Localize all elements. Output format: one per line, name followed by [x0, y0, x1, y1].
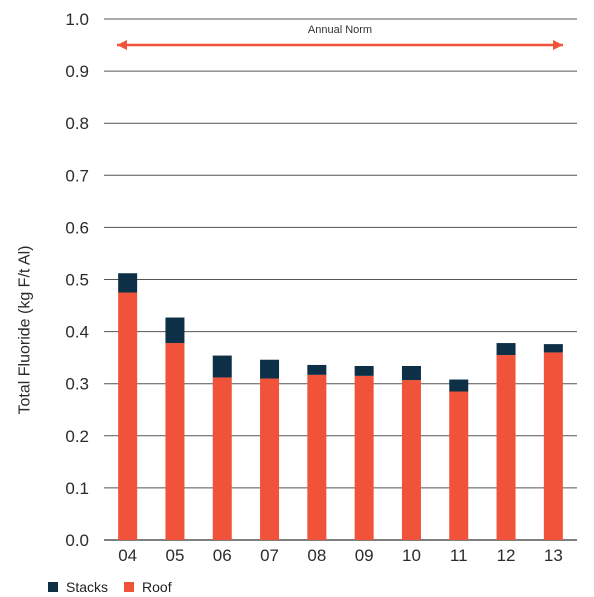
- bar-stacks: [449, 379, 469, 392]
- x-tick-label: 11: [450, 546, 468, 565]
- x-tick-label: 04: [118, 546, 137, 565]
- y-tick-label: 0.7: [65, 166, 89, 185]
- y-tick-label: 0.8: [65, 114, 89, 133]
- bar-stacks: [307, 364, 327, 375]
- x-tick-label: 09: [355, 546, 374, 565]
- bar-roof: [260, 378, 280, 540]
- bar-stacks: [165, 317, 185, 344]
- bar-stacks: [260, 359, 280, 379]
- y-tick-label: 1.0: [65, 10, 89, 29]
- legend-swatch-stacks: [48, 582, 58, 592]
- bar-stacks: [543, 344, 563, 353]
- bar-stacks: [212, 355, 232, 378]
- y-tick-label: 0.9: [65, 62, 89, 81]
- y-tick-label: 0.6: [65, 218, 89, 237]
- y-tick-label: 0.2: [65, 427, 89, 446]
- legend-item-stacks: Stacks: [48, 579, 108, 595]
- y-axis-label: Total Fluoride (kg F/t Al): [0, 120, 50, 540]
- bar-roof: [118, 292, 138, 540]
- bar-roof: [401, 380, 421, 540]
- bar-roof: [496, 355, 516, 540]
- y-axis-label-text: Total Fluoride (kg F/t Al): [16, 245, 34, 415]
- bar-roof: [165, 343, 185, 540]
- x-tick-label: 08: [307, 546, 326, 565]
- annual-norm-arrow-left: [117, 40, 127, 51]
- bar-stacks: [118, 273, 138, 293]
- legend-label-stacks: Stacks: [66, 579, 109, 595]
- annual-norm-arrow-right: [553, 40, 563, 51]
- bar-stacks: [401, 365, 421, 381]
- bar-stacks: [496, 343, 516, 356]
- bar-roof: [354, 375, 374, 540]
- bar-roof: [212, 377, 232, 540]
- y-tick-label: 0.4: [65, 323, 89, 342]
- x-tick-label: 05: [165, 546, 184, 565]
- y-tick-label: 0.0: [65, 531, 89, 550]
- bar-roof: [307, 374, 327, 540]
- y-tick-label: 0.1: [65, 479, 89, 498]
- bar-stacks: [354, 365, 374, 376]
- legend: Stacks Roof: [48, 579, 188, 595]
- legend-swatch-roof: [124, 582, 135, 592]
- annual-norm-label: Annual Norm: [308, 24, 372, 36]
- bar-roof: [543, 352, 563, 540]
- x-tick-label: 12: [497, 546, 516, 565]
- y-tick-label: 0.3: [65, 375, 89, 394]
- y-tick-label: 0.5: [65, 271, 89, 290]
- x-tick-label: 10: [402, 546, 421, 565]
- bar-roof: [449, 391, 469, 540]
- x-tick-label: 07: [260, 546, 279, 565]
- legend-label-roof: Roof: [142, 579, 172, 595]
- legend-item-roof: Roof: [124, 579, 172, 595]
- x-tick-label: 06: [213, 546, 232, 565]
- x-tick-label: 13: [544, 546, 563, 565]
